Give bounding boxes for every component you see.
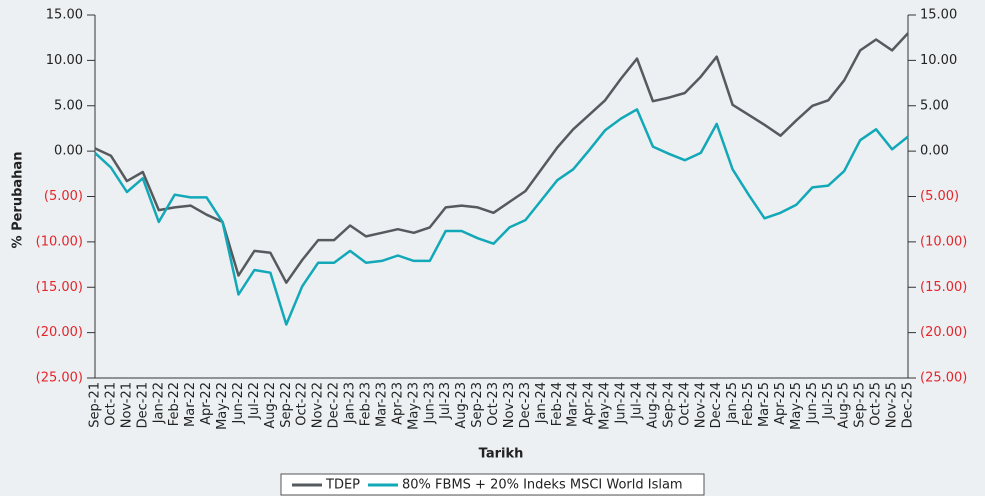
x-tick-label: Jan-22 — [151, 382, 166, 424]
x-tick-label: Nov-25 — [885, 382, 900, 428]
x-tick-label: Oct-22 — [295, 382, 310, 426]
legend-label: TDEP — [325, 478, 360, 493]
x-tick-label: Oct-24 — [677, 382, 692, 426]
y-tick-label: 0.00 — [54, 144, 83, 159]
x-tick-label: Jan-24 — [534, 382, 549, 424]
y-tick-label: (5.00) — [44, 189, 83, 204]
x-tick-label: Mar-23 — [374, 382, 389, 427]
y2-tick-label: 5.00 — [920, 98, 949, 113]
y-tick-label: 15.00 — [46, 8, 83, 23]
y2-tick-label: (15.00) — [920, 280, 967, 295]
x-tick-label: Jan-23 — [343, 382, 358, 424]
x-tick-label: Sep-23 — [470, 382, 485, 428]
x-tick-label: Aug-23 — [454, 382, 469, 429]
y2-tick-label: (25.00) — [920, 371, 967, 386]
x-tick-label: Mar-24 — [566, 382, 581, 427]
x-tick-label: Mar-25 — [757, 382, 772, 427]
y-tick-label: (10.00) — [36, 234, 83, 249]
x-tick-label: May-23 — [406, 382, 421, 430]
x-tick-label: Jul-24 — [630, 382, 645, 420]
y2-tick-label: (5.00) — [920, 189, 959, 204]
y2-tick-label: 0.00 — [920, 144, 949, 159]
x-tick-label: Dec-23 — [518, 382, 533, 428]
x-tick-label: Sep-25 — [853, 382, 868, 428]
x-tick-label: Sep-24 — [661, 382, 676, 428]
x-tick-label: May-25 — [789, 382, 804, 430]
y-tick-label: 10.00 — [46, 53, 83, 68]
x-tick-label: Jan-25 — [725, 382, 740, 424]
line-series — [94, 108, 909, 326]
y-tick-label: (20.00) — [36, 325, 83, 340]
x-tick-label: Feb-25 — [741, 382, 756, 426]
x-tick-label: May-22 — [215, 382, 230, 430]
x-tick-label: May-24 — [598, 382, 613, 430]
x-tick-label: Dec-25 — [901, 382, 916, 428]
legend-box — [280, 473, 705, 496]
x-axis-title: Tarikh — [479, 447, 524, 462]
x-tick-label: Nov-24 — [693, 382, 708, 428]
x-tick-label: Jun-24 — [614, 382, 629, 425]
x-tick-label: Feb-22 — [167, 382, 182, 426]
x-tick-label: Feb-23 — [359, 382, 374, 426]
x-tick-label: Apr-24 — [582, 382, 597, 425]
x-tick-label: Mar-22 — [183, 382, 198, 427]
x-tick-label: Jun-22 — [231, 382, 246, 425]
x-tick-label: Oct-21 — [103, 382, 118, 426]
x-tick-label: Dec-22 — [327, 382, 342, 428]
x-tick-label: Nov-22 — [311, 382, 326, 428]
y2-tick-label: 15.00 — [920, 8, 957, 23]
x-tick-label: Sep-22 — [279, 382, 294, 428]
y2-tick-label: (10.00) — [920, 234, 967, 249]
x-tick-label: Oct-25 — [869, 382, 884, 426]
x-tick-label: Aug-24 — [645, 382, 660, 429]
x-tick-label: Apr-22 — [199, 382, 214, 425]
x-tick-label: Aug-25 — [837, 382, 852, 429]
x-tick-label: Feb-24 — [550, 382, 565, 426]
x-tick-label: Aug-22 — [263, 382, 278, 429]
x-tick-label: Dec-24 — [709, 382, 724, 428]
x-tick-label: Nov-23 — [502, 382, 517, 428]
line-series — [94, 32, 909, 284]
y-tick-label: (15.00) — [36, 280, 83, 295]
x-tick-label: Apr-23 — [390, 382, 405, 425]
x-tick-label: Jul-25 — [821, 382, 836, 420]
y-axis-title: % Perubahan — [11, 152, 26, 249]
x-tick-label: Apr-25 — [773, 382, 788, 425]
y2-tick-label: 10.00 — [920, 53, 957, 68]
x-tick-label: Jun-25 — [805, 382, 820, 425]
x-tick-label: Jul-22 — [247, 382, 262, 420]
legend-label: 80% FBMS + 20% Indeks MSCI World Islam — [402, 478, 683, 493]
y2-tick-label: (20.00) — [920, 325, 967, 340]
x-tick-label: Jul-23 — [438, 382, 453, 420]
x-tick-label: Nov-21 — [119, 382, 134, 428]
y-tick-label: (25.00) — [36, 371, 83, 386]
y-tick-label: 5.00 — [54, 98, 83, 113]
x-tick-label: Dec-21 — [135, 382, 150, 428]
x-tick-label: Oct-23 — [486, 382, 501, 426]
x-tick-label: Sep-21 — [88, 382, 103, 428]
x-tick-label: Jun-23 — [422, 382, 437, 425]
